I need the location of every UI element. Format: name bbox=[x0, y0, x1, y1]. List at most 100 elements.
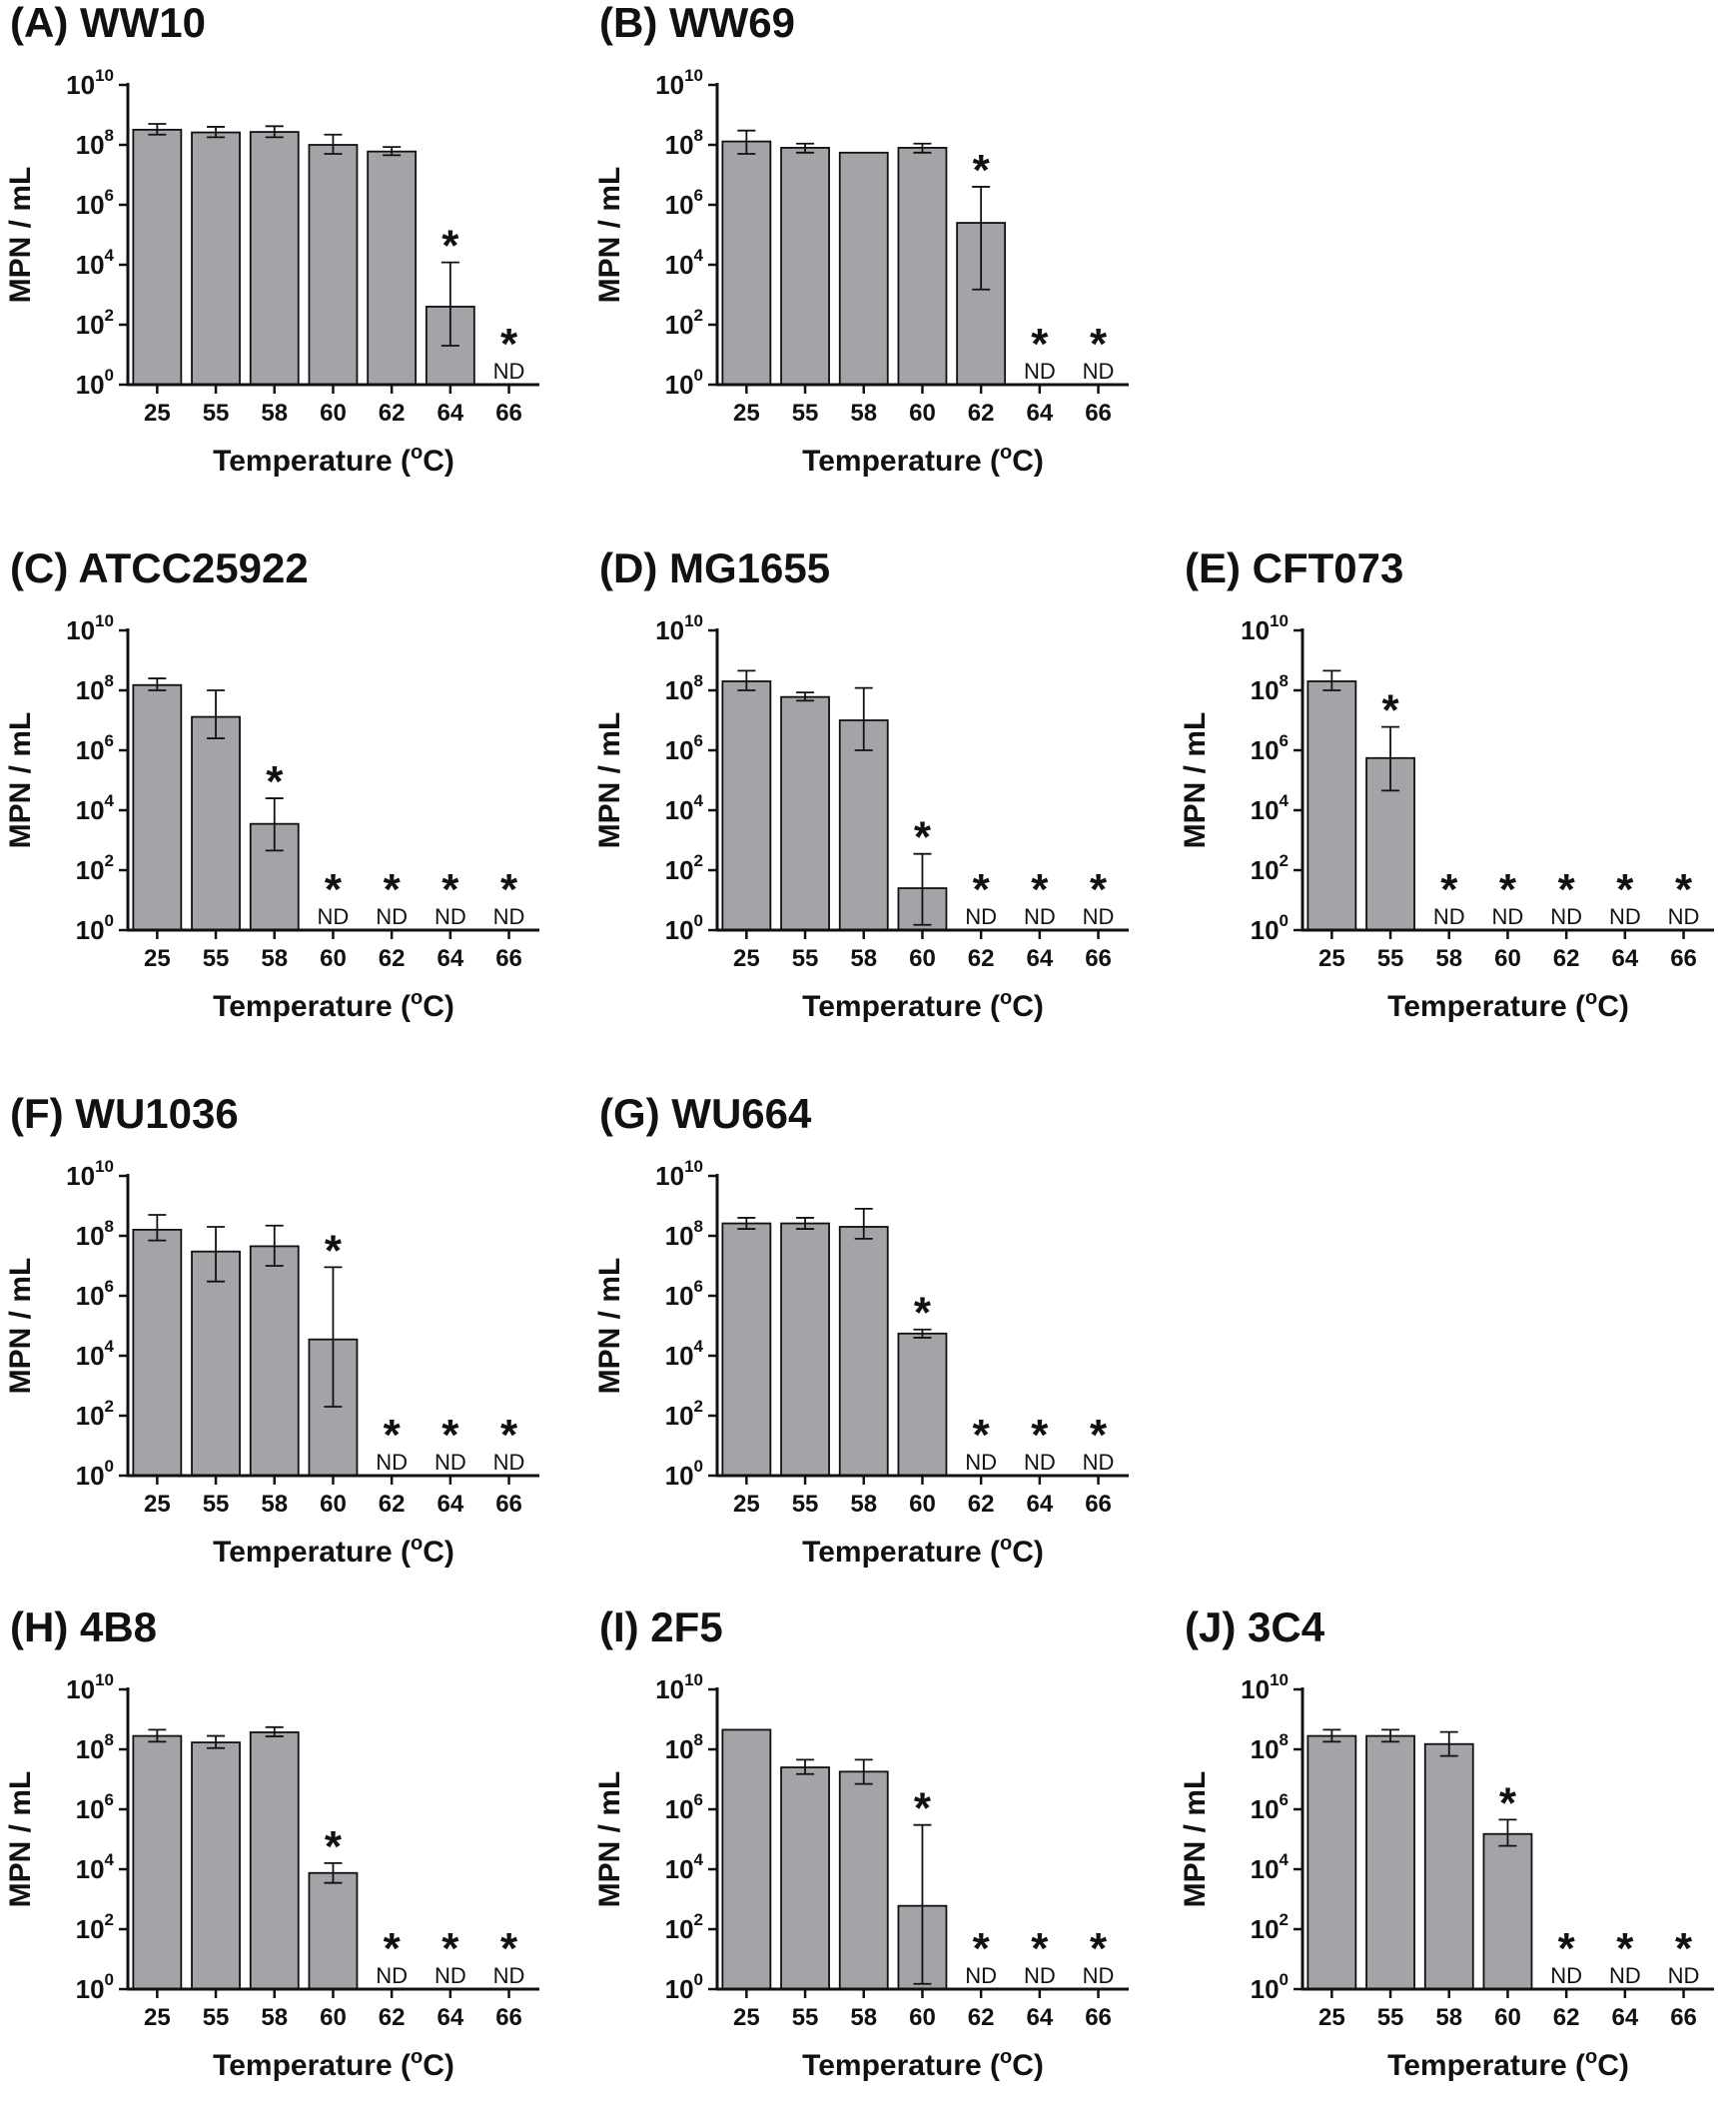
panel-A: (A) WW10 MPN / mL 100 102 104 106 108 1010 25 55… bbox=[0, 0, 559, 520]
x-axis-label: Temperature (oC) bbox=[1387, 987, 1629, 1023]
x-tick-label: 58 bbox=[1435, 945, 1462, 972]
bar bbox=[191, 1250, 241, 1477]
significance-star: * bbox=[914, 813, 932, 862]
nd-label: ND bbox=[1609, 904, 1641, 929]
x-tick-label: 55 bbox=[1377, 945, 1404, 972]
nd-label: ND bbox=[965, 1963, 997, 1988]
y-tick-label: 100 bbox=[1251, 911, 1289, 945]
x-tick-label: 66 bbox=[495, 2004, 522, 2031]
y-tick-label: 108 bbox=[665, 1217, 703, 1251]
bar bbox=[897, 1332, 948, 1477]
nd-label: ND bbox=[318, 904, 350, 929]
bar bbox=[308, 1871, 359, 1990]
x-axis-label: Temperature (oC) bbox=[802, 1533, 1044, 1569]
x-tick-label: 60 bbox=[320, 945, 347, 972]
nd-label: ND bbox=[434, 904, 466, 929]
bar bbox=[191, 131, 241, 386]
significance-star: * bbox=[266, 757, 284, 806]
significance-star: * bbox=[384, 865, 402, 914]
bar bbox=[721, 680, 772, 931]
x-axis-label: Temperature (oC) bbox=[802, 987, 1044, 1023]
nd-label: ND bbox=[493, 359, 525, 384]
nd-label: ND bbox=[1083, 1963, 1115, 1988]
bar bbox=[1365, 1734, 1415, 1990]
y-tick-label: 104 bbox=[76, 791, 115, 825]
y-axis-label: MPN / mL bbox=[593, 167, 626, 304]
nd-label: ND bbox=[1024, 359, 1056, 384]
x-tick-label: 55 bbox=[1377, 2004, 1404, 2031]
nd-label: ND bbox=[493, 1963, 525, 1988]
panel-J: (J) 3C4 MPN / mL 100 102 104 106 108 1010 25 55 5… bbox=[1175, 1604, 1734, 2124]
x-tick-label: 58 bbox=[850, 945, 877, 972]
panel-I: (I) 2F5 MPN / mL 100 102 104 106 108 1010 25 55 5… bbox=[589, 1604, 1149, 2124]
panel-C: (C) ATCC25922 MPN / mL 100 102 104 106 108 101… bbox=[0, 545, 559, 1065]
panel-H: (H) 4B8 MPN / mL 100 102 104 106 108 1010 25 55 5… bbox=[0, 1604, 559, 2124]
significance-star: * bbox=[1558, 865, 1576, 914]
x-tick-label: 25 bbox=[733, 2004, 760, 2031]
x-tick-label: 66 bbox=[1085, 945, 1112, 972]
y-tick-label: 100 bbox=[76, 1970, 114, 2004]
x-axis-label: Temperature (oC) bbox=[802, 2046, 1044, 2082]
bar bbox=[249, 1731, 300, 1990]
nd-label: ND bbox=[493, 904, 525, 929]
nd-label: ND bbox=[434, 1963, 466, 1988]
y-tick-label: 1010 bbox=[655, 1157, 703, 1191]
panel-G: (G) WU664 MPN / mL 100 102 104 106 108 1010 25 5… bbox=[589, 1091, 1149, 1610]
y-tick-label: 104 bbox=[76, 246, 115, 280]
y-tick-label: 104 bbox=[665, 246, 704, 280]
x-tick-label: 58 bbox=[1435, 2004, 1462, 2031]
y-tick-label: 100 bbox=[1251, 1970, 1289, 2004]
x-tick-label: 60 bbox=[909, 2004, 936, 2031]
significance-star: * bbox=[1616, 865, 1634, 914]
nd-label: ND bbox=[1550, 1963, 1582, 1988]
significance-star: * bbox=[1031, 320, 1049, 369]
bar bbox=[1423, 1742, 1474, 1990]
y-axis-label: MPN / mL bbox=[593, 1258, 626, 1395]
y-tick-label: 106 bbox=[76, 1277, 114, 1311]
significance-star: * bbox=[1616, 1924, 1634, 1973]
y-tick-label: 106 bbox=[665, 1277, 703, 1311]
y-tick-label: 1010 bbox=[66, 66, 114, 100]
x-tick-label: 60 bbox=[320, 1491, 347, 1518]
nd-label: ND bbox=[1083, 1450, 1115, 1475]
y-tick-label: 108 bbox=[76, 671, 114, 705]
nd-label: ND bbox=[1024, 904, 1056, 929]
y-axis-label: MPN / mL bbox=[4, 1771, 37, 1908]
y-tick-label: 106 bbox=[1251, 1790, 1289, 1824]
x-tick-label: 55 bbox=[792, 400, 819, 427]
bar bbox=[838, 1770, 889, 1990]
y-tick-label: 102 bbox=[665, 306, 703, 340]
chart-svg: MPN / mL100102104106108101025*55*ND58*ND… bbox=[1179, 611, 1714, 1023]
y-axis-label: MPN / mL bbox=[1179, 1771, 1212, 1908]
x-tick-label: 62 bbox=[968, 400, 995, 427]
bar bbox=[249, 131, 300, 386]
x-axis-label: Temperature (oC) bbox=[802, 442, 1044, 478]
significance-star: * bbox=[973, 1411, 991, 1460]
x-axis-label: Temperature (oC) bbox=[1387, 2046, 1629, 2082]
bar bbox=[780, 1222, 830, 1477]
y-axis-label: MPN / mL bbox=[593, 1771, 626, 1908]
significance-star: * bbox=[441, 865, 459, 914]
x-tick-label: 60 bbox=[909, 1491, 936, 1518]
x-tick-label: 64 bbox=[1026, 945, 1053, 972]
panel-E: (E) CFT073 MPN / mL 100 102 104 106 108 1010 25… bbox=[1175, 545, 1734, 1065]
significance-star: * bbox=[441, 222, 459, 271]
x-tick-label: 25 bbox=[733, 945, 760, 972]
y-tick-label: 104 bbox=[1251, 791, 1290, 825]
y-tick-label: 108 bbox=[76, 126, 114, 160]
x-tick-label: 64 bbox=[1026, 400, 1053, 427]
x-tick-label: 55 bbox=[203, 945, 230, 972]
panel-title: (G) WU664 bbox=[599, 1090, 812, 1137]
y-tick-label: 1010 bbox=[1241, 611, 1289, 645]
y-tick-label: 104 bbox=[76, 1850, 115, 1884]
significance-star: * bbox=[1031, 1411, 1049, 1460]
y-tick-label: 106 bbox=[665, 1790, 703, 1824]
x-tick-label: 60 bbox=[909, 945, 936, 972]
significance-star: * bbox=[441, 1411, 459, 1460]
y-tick-label: 1010 bbox=[655, 611, 703, 645]
y-tick-label: 104 bbox=[665, 1337, 704, 1371]
x-tick-label: 58 bbox=[261, 400, 288, 427]
